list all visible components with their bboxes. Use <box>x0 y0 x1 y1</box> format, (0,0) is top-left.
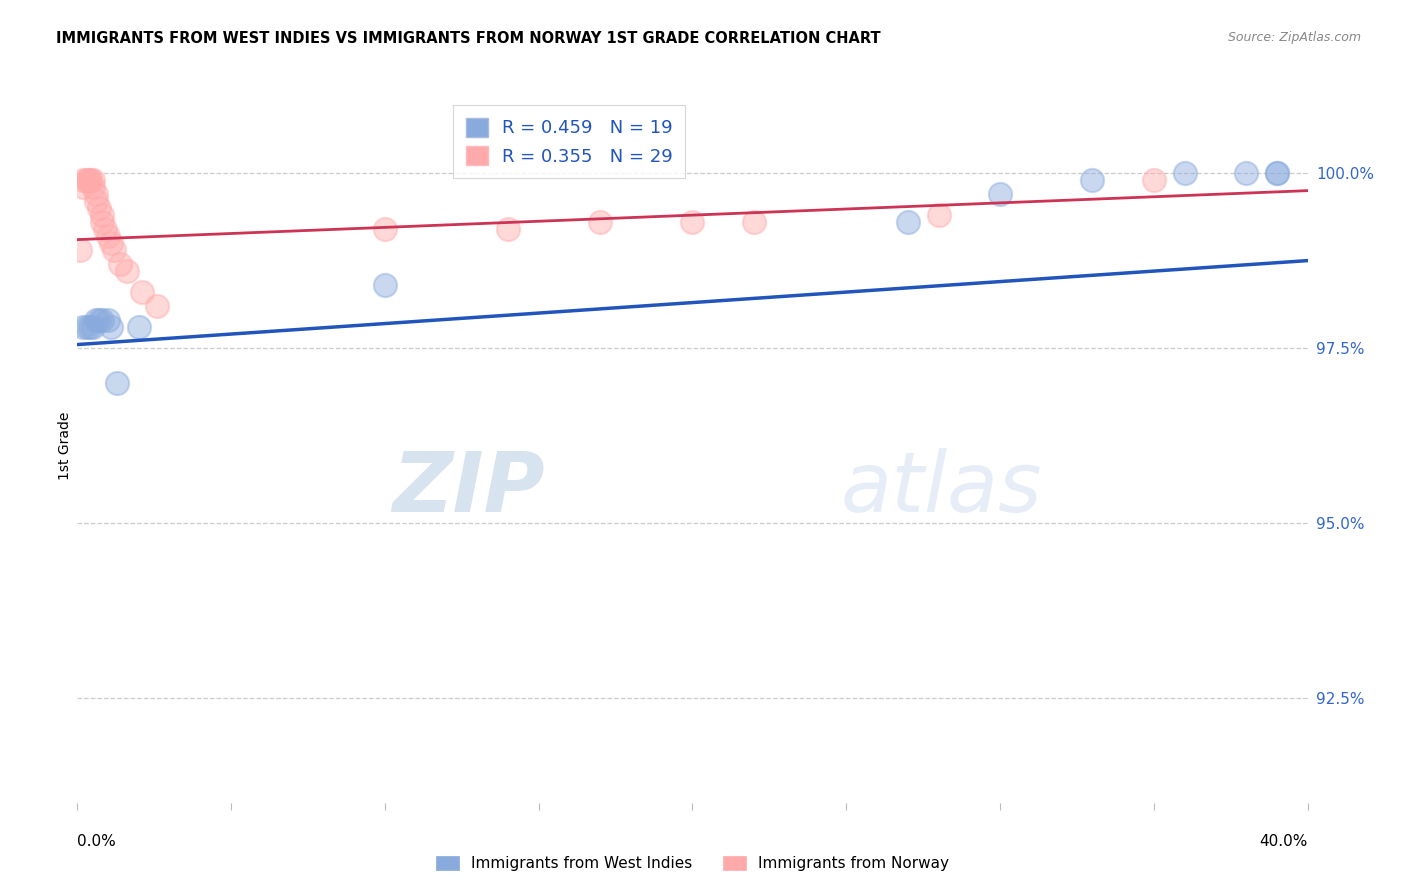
Legend: Immigrants from West Indies, Immigrants from Norway: Immigrants from West Indies, Immigrants … <box>430 850 955 877</box>
Point <box>90 313 114 327</box>
Point <box>76 173 98 187</box>
Point <box>100 236 122 251</box>
Point <box>72 173 94 187</box>
Point <box>76 173 98 187</box>
Point <box>100 320 122 334</box>
Point <box>589 215 612 229</box>
Point <box>76 320 98 334</box>
Point <box>128 320 150 334</box>
Y-axis label: 1st Grade: 1st Grade <box>58 412 72 480</box>
Point <box>742 215 765 229</box>
Point <box>90 208 114 222</box>
Point <box>97 229 120 244</box>
Point <box>84 187 107 202</box>
Point <box>105 376 128 390</box>
Point <box>897 215 920 229</box>
Point <box>82 173 104 187</box>
Point <box>1081 173 1104 187</box>
Point <box>82 180 104 194</box>
Point <box>72 180 94 194</box>
Point <box>374 278 396 293</box>
Point <box>1265 166 1288 180</box>
Point <box>131 285 153 299</box>
Point <box>988 187 1011 202</box>
Point <box>1143 173 1166 187</box>
Point <box>146 299 169 313</box>
Point <box>69 243 91 257</box>
Point <box>682 215 704 229</box>
Point <box>1174 166 1197 180</box>
Point <box>1234 166 1257 180</box>
Text: 40.0%: 40.0% <box>1260 834 1308 849</box>
Point <box>115 264 138 278</box>
Point <box>79 320 101 334</box>
Point <box>928 208 950 222</box>
Point <box>103 243 125 257</box>
Point <box>84 194 107 208</box>
Point <box>84 313 107 327</box>
Text: 0.0%: 0.0% <box>77 834 117 849</box>
Point <box>94 222 117 236</box>
Point <box>79 173 101 187</box>
Text: ZIP: ZIP <box>392 449 546 529</box>
Point <box>496 222 519 236</box>
Point <box>87 201 110 215</box>
Text: Source: ZipAtlas.com: Source: ZipAtlas.com <box>1227 31 1361 45</box>
Point <box>82 320 104 334</box>
Point <box>97 313 120 327</box>
Point <box>87 313 110 327</box>
Point <box>374 222 396 236</box>
Text: IMMIGRANTS FROM WEST INDIES VS IMMIGRANTS FROM NORWAY 1ST GRADE CORRELATION CHAR: IMMIGRANTS FROM WEST INDIES VS IMMIGRANT… <box>56 31 882 46</box>
Text: atlas: atlas <box>841 449 1042 529</box>
Point <box>90 215 114 229</box>
Point <box>110 257 132 271</box>
Point <box>1265 166 1288 180</box>
Point <box>79 173 101 187</box>
Point <box>72 320 94 334</box>
